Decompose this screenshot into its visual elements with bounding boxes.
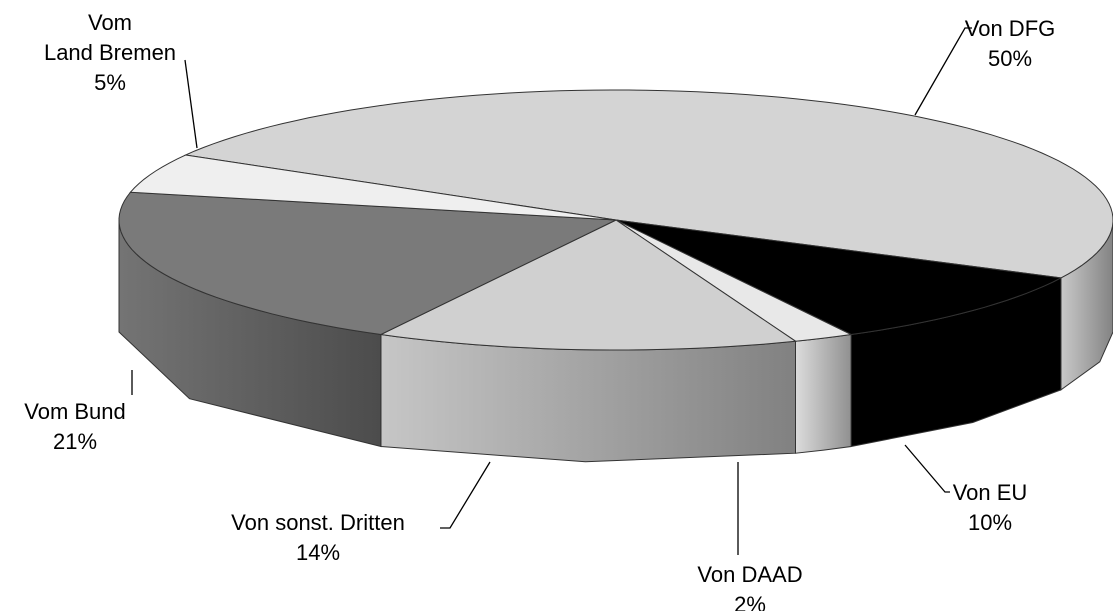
- pie-side: [795, 333, 852, 454]
- value-label: 14%: [295, 540, 341, 565]
- pie-slice: [379, 219, 797, 351]
- leader-line: [904, 444, 950, 493]
- slice-label: Von DAAD 2%: [697, 560, 802, 611]
- slice-label: Von EU 10%: [953, 478, 1028, 538]
- leader-line: [914, 27, 972, 116]
- category-label: Vom Land Bremen: [43, 10, 177, 65]
- category-label: Von sonst. Dritten: [231, 510, 405, 535]
- pie-side: [380, 333, 796, 463]
- category-label: Von DAAD: [697, 562, 803, 587]
- slice-label: Vom Bund 21%: [24, 397, 126, 457]
- pie-slice: [615, 219, 1063, 336]
- pie-slice: [129, 154, 617, 221]
- leader-line: [440, 461, 491, 529]
- value-label: 10%: [967, 510, 1013, 535]
- leader-line: [184, 59, 198, 149]
- value-label: 21%: [52, 429, 98, 454]
- value-label: 5%: [94, 70, 126, 95]
- category-label: Vom Bund: [24, 399, 126, 424]
- slice-label: Vom Land Bremen 5%: [44, 8, 176, 98]
- category-label: Von DFG: [964, 16, 1056, 41]
- value-label: 50%: [987, 46, 1033, 71]
- slice-label: Von sonst. Dritten 14%: [231, 508, 405, 568]
- pie-slice: [118, 191, 618, 336]
- value-label: 2%: [734, 592, 766, 611]
- category-label: Von EU: [952, 480, 1028, 505]
- slice-label: Von DFG 50%: [965, 14, 1055, 74]
